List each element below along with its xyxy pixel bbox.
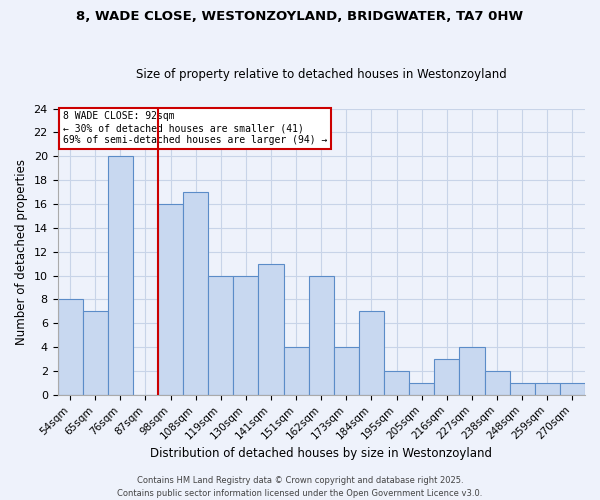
Bar [460, 347, 485, 395]
Bar [309, 276, 334, 395]
Bar [108, 156, 133, 395]
X-axis label: Distribution of detached houses by size in Westonzoyland: Distribution of detached houses by size … [150, 447, 492, 460]
Bar [83, 312, 108, 395]
Bar [434, 359, 460, 395]
Bar [259, 264, 284, 395]
Y-axis label: Number of detached properties: Number of detached properties [15, 158, 28, 344]
Bar [535, 383, 560, 395]
Bar [58, 300, 83, 395]
Bar [183, 192, 208, 395]
Bar [359, 312, 384, 395]
Bar [334, 347, 359, 395]
Bar [158, 204, 183, 395]
Bar [485, 371, 509, 395]
Text: Contains HM Land Registry data © Crown copyright and database right 2025.
Contai: Contains HM Land Registry data © Crown c… [118, 476, 482, 498]
Bar [208, 276, 233, 395]
Bar [284, 347, 309, 395]
Title: Size of property relative to detached houses in Westonzoyland: Size of property relative to detached ho… [136, 68, 506, 81]
Bar [409, 383, 434, 395]
Bar [384, 371, 409, 395]
Bar [509, 383, 535, 395]
Bar [560, 383, 585, 395]
Bar [233, 276, 259, 395]
Text: 8 WADE CLOSE: 92sqm
← 30% of detached houses are smaller (41)
69% of semi-detach: 8 WADE CLOSE: 92sqm ← 30% of detached ho… [63, 112, 327, 144]
Text: 8, WADE CLOSE, WESTONZOYLAND, BRIDGWATER, TA7 0HW: 8, WADE CLOSE, WESTONZOYLAND, BRIDGWATER… [76, 10, 524, 23]
